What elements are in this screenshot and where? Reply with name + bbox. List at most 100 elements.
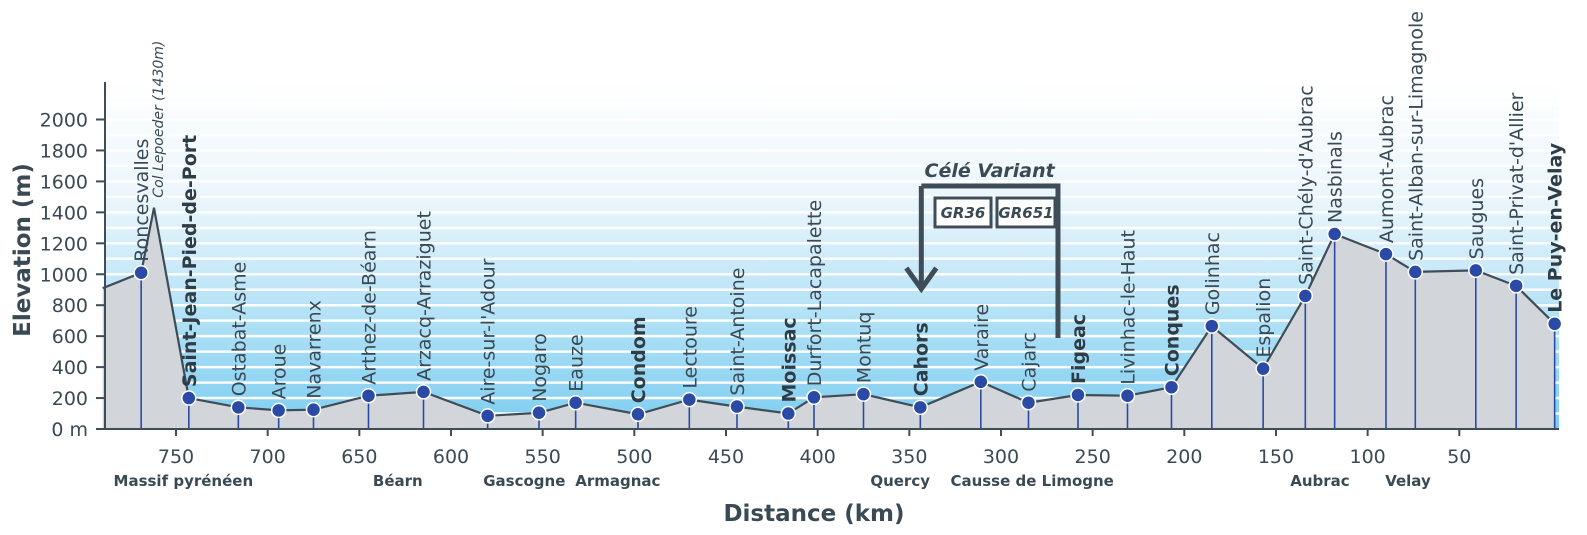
town-label: Arthez-de-Béarn bbox=[359, 230, 381, 385]
town-marker bbox=[1378, 246, 1394, 262]
y-tick-label: 1800 bbox=[40, 140, 88, 162]
variant-badge bbox=[933, 196, 993, 229]
region-label: Armagnac bbox=[575, 472, 660, 490]
town-label: Cahors bbox=[910, 322, 932, 396]
town-marker bbox=[780, 405, 797, 422]
x-tick-label: 500 bbox=[616, 446, 652, 468]
town-marker bbox=[912, 399, 929, 416]
elevation-area bbox=[102, 207, 1555, 429]
town-label: Saint-Chély-d'Aubrac bbox=[1295, 85, 1317, 285]
town-label: Conques bbox=[1162, 284, 1184, 376]
town-label: Espalion bbox=[1253, 278, 1275, 358]
x-tick-label: 250 bbox=[1075, 446, 1111, 468]
x-tick-label: 550 bbox=[525, 446, 561, 468]
region-label: Massif pyrénéen bbox=[114, 472, 254, 490]
town-marker bbox=[1070, 387, 1086, 403]
town-marker bbox=[479, 408, 496, 424]
gridlines bbox=[105, 102, 1559, 415]
town-marker bbox=[1326, 226, 1343, 242]
axes bbox=[96, 82, 1559, 436]
x-tick-label: 300 bbox=[983, 446, 1019, 468]
y-tick-label: 1000 bbox=[40, 264, 88, 286]
town-label: Aroue bbox=[269, 344, 291, 400]
y-tick-label: 600 bbox=[52, 326, 88, 348]
x-axis-title: Distance (km) bbox=[723, 501, 904, 527]
x-tick-label: 150 bbox=[1258, 446, 1294, 468]
y-tick-label: 2000 bbox=[40, 110, 88, 132]
y-axis-title: Elevation (m) bbox=[10, 163, 36, 337]
x-tick-label: 750 bbox=[158, 446, 194, 468]
y-tick-label: 1600 bbox=[40, 171, 88, 193]
town-marker bbox=[855, 386, 872, 402]
x-tick-labels: 750 700 650 600 550 500 450 400 350 300 250 200 150 1… bbox=[158, 446, 1472, 468]
town-label: Nasbinals bbox=[1325, 131, 1347, 223]
y-tick-label: 400 bbox=[52, 357, 88, 379]
town-label: Livinhac-le-Haut bbox=[1118, 230, 1140, 385]
town-marker bbox=[1508, 278, 1524, 294]
town-label: Roncesvalles bbox=[131, 139, 153, 262]
town-marker bbox=[1297, 288, 1314, 304]
town-label: Condom bbox=[628, 316, 650, 403]
x-tick-label: 650 bbox=[341, 446, 377, 468]
x-tick-label: 700 bbox=[250, 446, 286, 468]
town-label: Durfort-Lacapalette bbox=[804, 200, 826, 387]
x-tick-label: 350 bbox=[891, 446, 927, 468]
town-label: Saint-Privat-d'Allier bbox=[1506, 92, 1528, 275]
town-marker bbox=[1020, 394, 1037, 411]
town-marker bbox=[230, 399, 247, 416]
town-label: Saint-Jean-Pied-de-Port bbox=[179, 135, 201, 387]
town-label: Saint-Alban-sur-Limagnole bbox=[1405, 11, 1427, 261]
variant-badge-label: GR651 bbox=[998, 204, 1053, 222]
region-label: Quercy bbox=[870, 472, 930, 490]
variant-badge bbox=[995, 196, 1057, 229]
x-tick-label: 600 bbox=[433, 446, 469, 468]
x-tick-label: 400 bbox=[800, 446, 836, 468]
town-label: Montuq bbox=[854, 312, 876, 384]
town-label: Nogaro bbox=[529, 333, 551, 402]
region-label: Béarn bbox=[373, 472, 423, 490]
town-marker bbox=[1163, 379, 1180, 395]
town-label: Eauze bbox=[566, 334, 588, 391]
town-marker bbox=[531, 405, 547, 421]
town-marker bbox=[1546, 316, 1563, 332]
region-labels: Massif pyrénéen Béarn Gascogne Armagnac Quer… bbox=[114, 472, 1431, 490]
variant-badge-label: GR36 bbox=[941, 204, 986, 222]
town-label: Navarrenx bbox=[304, 300, 326, 399]
town-label: Aire-sur-l'Adour bbox=[478, 258, 500, 405]
y-tick-label: 1400 bbox=[40, 202, 88, 224]
town-label: Moissac bbox=[778, 317, 800, 402]
region-label: Aubrac bbox=[1290, 472, 1349, 490]
variant-title: Célé Variant bbox=[925, 160, 1056, 182]
town-labels: Roncesvalles Saint-Jean-Pied-de-Port Ostab… bbox=[131, 11, 1566, 405]
town-marker bbox=[681, 391, 698, 408]
town-marker bbox=[1468, 262, 1484, 279]
town-marker bbox=[806, 389, 822, 406]
x-tick-label: 200 bbox=[1166, 446, 1202, 468]
town-marker bbox=[973, 374, 989, 390]
town-markers bbox=[133, 226, 1563, 424]
town-label: Figeac bbox=[1068, 314, 1090, 384]
town-marker bbox=[270, 402, 287, 419]
region-label: Causse de Limogne bbox=[950, 472, 1113, 490]
y-tick-label: 800 bbox=[52, 295, 88, 317]
cele-variant-annotation: Célé Variant GR36 GR651 bbox=[904, 160, 1061, 338]
town-label: Saint-Antoine bbox=[727, 268, 749, 396]
town-marker bbox=[630, 406, 646, 423]
town-label: Lectoure bbox=[679, 306, 701, 389]
region-label: Gascogne bbox=[483, 472, 565, 490]
town-label: Ostabat-Asme bbox=[228, 262, 250, 397]
region-label: Velay bbox=[1385, 472, 1431, 490]
pass-label: Col Lepoeder (1430m) bbox=[151, 41, 167, 198]
town-marker bbox=[1407, 264, 1424, 280]
town-marker bbox=[729, 398, 745, 415]
town-marker bbox=[1255, 360, 1271, 377]
town-label: Le Puy-en-Velay bbox=[1545, 142, 1567, 313]
town-marker bbox=[360, 387, 377, 404]
town-label: Aumont-Aubrac bbox=[1376, 95, 1398, 243]
y-tick-label: 0 m bbox=[51, 419, 88, 441]
y-tick-label: 200 bbox=[52, 388, 88, 410]
town-marker bbox=[1119, 387, 1136, 404]
town-marker bbox=[1204, 318, 1220, 334]
town-marker bbox=[181, 390, 197, 406]
